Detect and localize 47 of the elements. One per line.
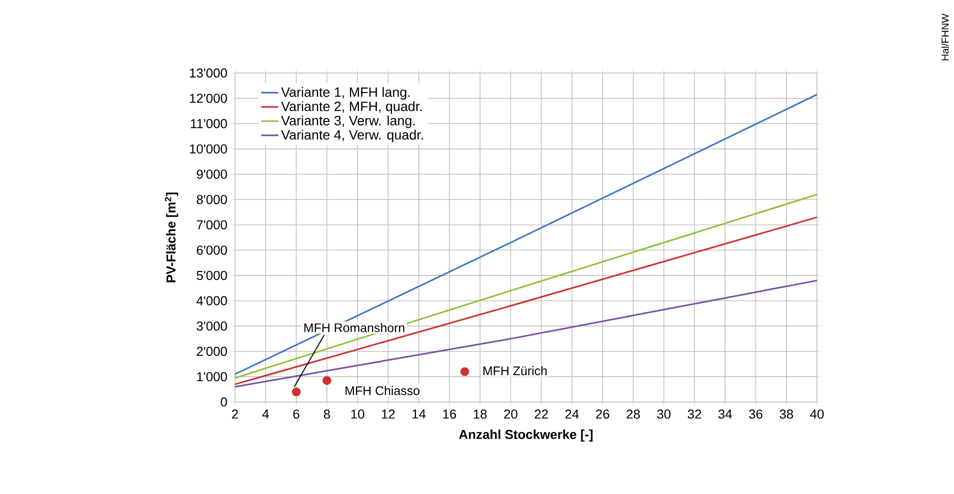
y-tick-label: 5'000	[196, 270, 227, 280]
x-tick-label: 18	[474, 410, 487, 419]
x-tick-label: 34	[718, 410, 732, 419]
y-tick-label: 0	[220, 397, 227, 407]
x-tick-label: 2	[232, 410, 238, 419]
y-tick-label: 4'000	[196, 296, 227, 306]
point	[322, 376, 332, 385]
y-tick-label: 10'000	[190, 144, 227, 154]
x-axis-title: Anzahl Stockwerke [-]	[459, 430, 593, 442]
x-tick-label: 10	[351, 410, 364, 419]
annotation: MFH Zürich	[483, 366, 547, 376]
text: Hal/FHNW	[941, 14, 949, 60]
y-tick-label: 8'000	[196, 194, 227, 204]
x-tick-label: 38	[780, 410, 794, 419]
x-tick-label: 14	[412, 410, 426, 418]
y-tick-label: 9'000	[196, 170, 227, 179]
y-axis-title: PV-Fläche [m$^{2}$]	[164, 192, 178, 282]
x-tick-label: 30	[657, 410, 671, 419]
annotation: MFH Chiasso	[346, 386, 420, 396]
x-tick-label: 8	[324, 410, 330, 419]
y-tick-label: 3'000	[196, 321, 227, 331]
legend-label: Variante 2, MFH, quadr.	[281, 101, 422, 114]
annotation: MFH Romanshorn	[304, 323, 404, 332]
y-tick-label: 1'000	[197, 372, 227, 382]
x-tick-label: 26	[596, 410, 610, 419]
x-tick-label: 16	[443, 410, 456, 419]
legend-label: Variante 3, Verw. lang.	[281, 116, 415, 128]
x-tick-label: 32	[688, 410, 702, 419]
point	[292, 387, 301, 396]
x-tick-label: 20	[504, 410, 518, 419]
y-tick-label: 7'000	[196, 220, 227, 230]
y-tick-label: 13'000	[190, 68, 227, 78]
legend-label: Variante 1, MFH lang.	[281, 87, 410, 100]
x-tick-label: 40	[810, 410, 824, 419]
x-tick-label: 36	[749, 410, 762, 419]
y-tick-label: 6'000	[196, 246, 227, 255]
x-tick-label: 6	[293, 410, 300, 419]
y-tick-label: 11'000	[190, 119, 227, 128]
point	[460, 367, 470, 376]
x-tick-label: 24	[565, 410, 579, 419]
x-tick-label: 22	[534, 410, 548, 419]
y-tick-label: 12'000	[190, 94, 227, 103]
y-tick-label: 2'000	[196, 346, 227, 356]
x-tick-label: 12	[382, 410, 395, 419]
x-tick-label: 28	[626, 410, 640, 419]
legend-label: Variante 4, Verw. quadr.	[281, 130, 423, 142]
x-tick-label: 4	[262, 410, 269, 418]
